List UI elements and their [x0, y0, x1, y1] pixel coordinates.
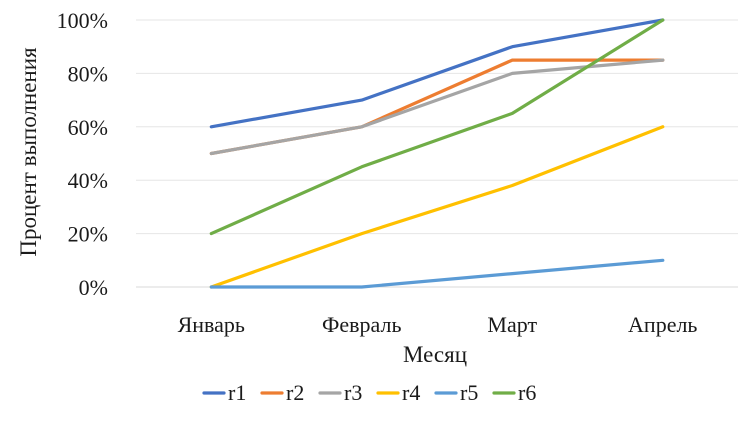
series-line-r4 [209, 125, 665, 289]
legend-label: r3 [344, 380, 362, 405]
legend-item-r5: r5 [434, 380, 478, 405]
x-axis-title: Месяц [403, 342, 467, 367]
y-tick-labels: 0% 20% 40% 60% 80% 100% [57, 8, 108, 300]
legend: r1 r2 r3 r4 r5 r6 [202, 380, 536, 405]
legend-item-r4: r4 [376, 380, 420, 405]
x-tick-label: Январь [178, 312, 245, 337]
y-tick-label: 60% [68, 115, 108, 140]
series-lines [209, 18, 665, 289]
y-tick-label: 80% [68, 61, 108, 86]
x-tick-label: Февраль [322, 312, 402, 337]
legend-label: r2 [286, 380, 304, 405]
y-tick-label: 40% [68, 168, 108, 193]
legend-label: r4 [402, 380, 420, 405]
x-tick-label: Апрель [628, 312, 697, 337]
series-line-r5 [209, 258, 665, 289]
y-axis-title: Процент выполнения [16, 47, 41, 257]
legend-label: r6 [518, 380, 536, 405]
legend-label: r5 [460, 380, 478, 405]
y-tick-label: 100% [57, 8, 108, 33]
x-tick-labels: Январь Февраль Март Апрель [178, 312, 698, 337]
legend-item-r6: r6 [492, 380, 536, 405]
series-line-r1 [209, 18, 665, 129]
legend-item-r1: r1 [202, 380, 246, 405]
y-tick-label: 20% [68, 222, 108, 247]
y-tick-label: 0% [79, 275, 108, 300]
legend-item-r2: r2 [260, 380, 304, 405]
series-line-r6 [209, 18, 665, 236]
legend-item-r3: r3 [318, 380, 362, 405]
x-tick-label: Март [487, 312, 537, 337]
legend-label: r1 [228, 380, 246, 405]
